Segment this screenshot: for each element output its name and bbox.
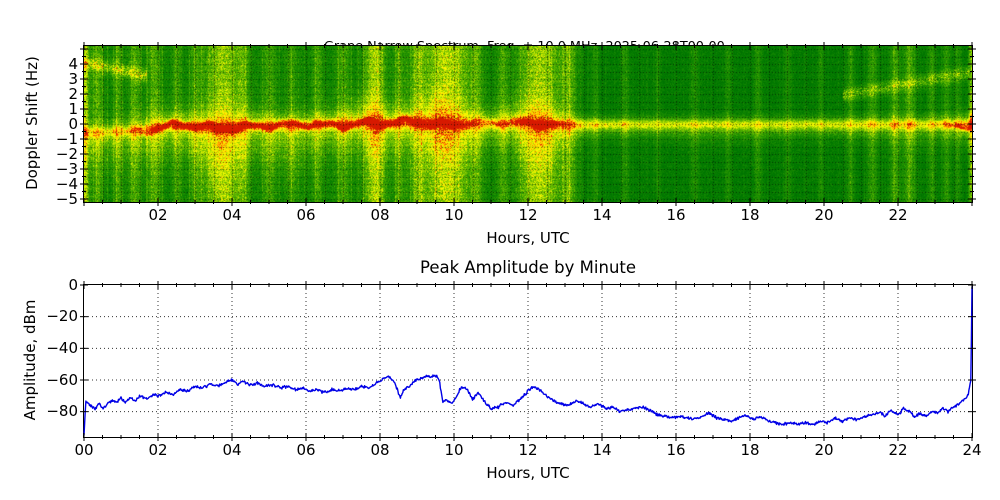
amplitude-plot-title: Peak Amplitude by Minute — [419, 258, 637, 277]
spectrogram-x-tick-label: 12 — [518, 206, 538, 224]
amplitude-y-tick-label: −40 — [46, 338, 78, 357]
spectrogram-x-tick-label: 04 — [222, 206, 242, 224]
spectrogram-y-tick-label: 3 — [68, 69, 78, 88]
bottom-hours-axis-label: Hours, UTC — [486, 464, 570, 482]
spectrogram-x-tick-label: 06 — [296, 206, 316, 224]
spectrogram-y-tick-label: 0 — [68, 114, 78, 133]
spectrogram-y-tick-label: 2 — [68, 84, 78, 103]
spectrogram-y-tick-label: 4 — [68, 54, 78, 73]
amplitude-y-tick-label: −80 — [46, 402, 78, 421]
spectrogram-x-tick-label: 14 — [592, 206, 612, 224]
spectrogram-x-tick-label: 08 — [370, 206, 390, 224]
amplitude-x-tick-label: 12 — [518, 441, 538, 459]
spectrogram-y-tick-label: −1 — [55, 129, 78, 148]
spectrogram-heatmap — [84, 46, 972, 202]
spectrogram-x-tick-label: 18 — [740, 206, 760, 224]
spectrogram-y-tick-label: −3 — [55, 159, 78, 178]
amplitude-x-tick-label: 00 — [74, 441, 94, 459]
amplitude-line-chart — [80, 281, 976, 441]
amplitude-x-tick-label: 14 — [592, 441, 612, 459]
amplitude-y-tick-label: −60 — [46, 370, 78, 389]
amplitude-y-tick-label: 0 — [68, 275, 78, 294]
spectrogram-x-tick-label: 02 — [148, 206, 168, 224]
amplitude-x-tick-label: 20 — [814, 441, 834, 459]
amplitude-x-tick-label: 18 — [740, 441, 760, 459]
amplitude-x-tick-label: 02 — [148, 441, 168, 459]
spectrogram-y-tick-label: −2 — [55, 144, 78, 163]
spectrogram-plot — [80, 42, 976, 206]
amplitude-x-tick-label: 16 — [666, 441, 686, 459]
spectrogram-x-tick-label: 20 — [814, 206, 834, 224]
amplitude-x-tick-label: 04 — [222, 441, 242, 459]
spectrogram-x-tick-label: 16 — [666, 206, 686, 224]
amplitude-x-tick-label: 08 — [370, 441, 390, 459]
amplitude-x-tick-label: 10 — [444, 441, 464, 459]
amplitude-series-line — [83, 286, 973, 436]
amplitude-plot — [80, 281, 976, 441]
spectrogram-x-tick-label: 10 — [444, 206, 464, 224]
spectrogram-y-tick-label: −4 — [55, 174, 78, 193]
spectrogram-x-tick-label: 22 — [888, 206, 908, 224]
amplitude-y-tick-label: −20 — [46, 307, 78, 326]
amplitude-x-tick-label: 22 — [888, 441, 908, 459]
amplitude-x-tick-label: 24 — [962, 441, 982, 459]
top-hours-axis-label: Hours, UTC — [486, 229, 570, 247]
amplitude-x-tick-label: 06 — [296, 441, 316, 459]
spectrogram-y-tick-label: −5 — [55, 189, 78, 208]
spectrogram-y-tick-label: 1 — [68, 99, 78, 118]
